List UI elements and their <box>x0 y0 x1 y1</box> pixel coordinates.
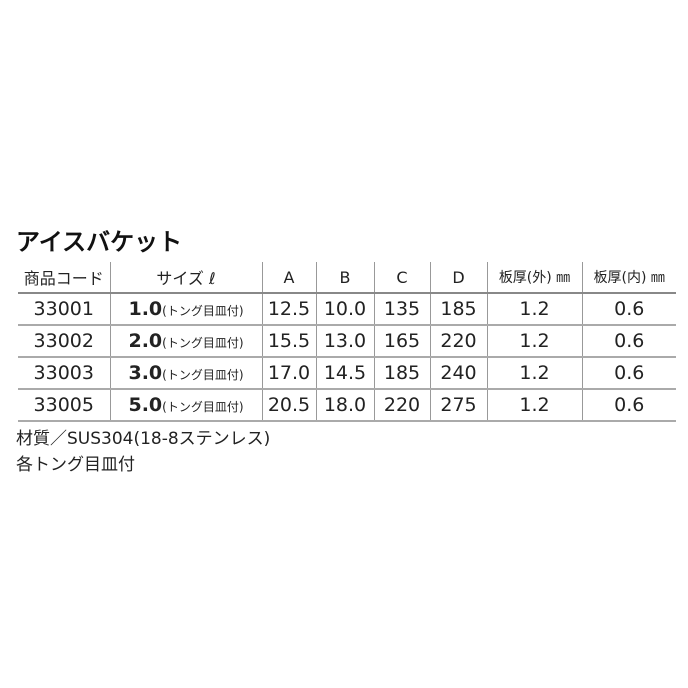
size-value: 3.0 <box>128 362 163 384</box>
cell-a: 15.5 <box>261 325 316 358</box>
size-note: (トング目皿付) <box>162 368 244 382</box>
cell-size: 5.0(トング目皿付) <box>109 389 262 422</box>
cell-d: 275 <box>429 389 487 422</box>
table-row: 33001 1.0(トング目皿付) 12.5 10.0 135 185 1.2 0.6 <box>18 293 676 326</box>
cell-code: 33005 <box>18 389 110 422</box>
cell-b: 18.0 <box>315 389 374 422</box>
table-row: 33002 2.0(トング目皿付) 15.5 13.0 165 220 1.2 0.6 <box>18 325 676 358</box>
accessory-note: 各トング目皿付 <box>16 455 135 475</box>
cell-inner-thickness: 0.6 <box>581 389 676 422</box>
cell-size: 2.0(トング目皿付) <box>109 325 262 358</box>
cell-code: 33003 <box>18 357 110 390</box>
size-value: 2.0 <box>128 330 163 352</box>
cell-d: 185 <box>429 293 487 326</box>
cell-outer-thickness: 1.2 <box>486 325 582 358</box>
size-note: (トング目皿付) <box>162 304 244 318</box>
cell-size: 3.0(トング目皿付) <box>109 357 262 390</box>
size-note: (トング目皿付) <box>162 400 244 414</box>
cell-outer-thickness: 1.2 <box>486 357 582 390</box>
cell-b: 10.0 <box>315 293 374 326</box>
cell-outer-thickness: 1.2 <box>486 293 582 326</box>
header-a: A <box>261 262 316 294</box>
header-outer-thickness: 板厚(外) ㎜ <box>486 262 582 294</box>
cell-b: 14.5 <box>315 357 374 390</box>
table-header-row: 商品コード サイズ ℓ A B C D 板厚(外) ㎜ 板厚(内) ㎜ <box>18 262 676 294</box>
cell-a: 12.5 <box>261 293 316 326</box>
cell-size: 1.0(トング目皿付) <box>109 293 262 326</box>
cell-inner-thickness: 0.6 <box>581 293 676 326</box>
cell-code: 33002 <box>18 325 110 358</box>
size-value: 1.0 <box>128 298 163 320</box>
header-size: サイズ ℓ <box>109 262 262 294</box>
cell-a: 17.0 <box>261 357 316 390</box>
cell-c: 185 <box>373 357 430 390</box>
table-row: 33003 3.0(トング目皿付) 17.0 14.5 185 240 1.2 0.6 <box>18 357 676 390</box>
material-note: 材質／SUS304(18-8ステンレス) <box>16 429 271 449</box>
cell-c: 135 <box>373 293 430 326</box>
spec-table: 商品コード サイズ ℓ A B C D 板厚(外) ㎜ 板厚(内) ㎜ 3300… <box>18 262 676 422</box>
cell-d: 240 <box>429 357 487 390</box>
cell-c: 220 <box>373 389 430 422</box>
cell-c: 165 <box>373 325 430 358</box>
header-code: 商品コード <box>18 262 110 294</box>
cell-code: 33001 <box>18 293 110 326</box>
cell-outer-thickness: 1.2 <box>486 389 582 422</box>
size-note: (トング目皿付) <box>162 336 244 350</box>
cell-d: 220 <box>429 325 487 358</box>
page-title: アイスバケット <box>16 228 183 256</box>
cell-inner-thickness: 0.6 <box>581 325 676 358</box>
table-row: 33005 5.0(トング目皿付) 20.5 18.0 220 275 1.2 0.6 <box>18 389 676 422</box>
cell-b: 13.0 <box>315 325 374 358</box>
header-b: B <box>315 262 374 294</box>
size-value: 5.0 <box>128 394 163 416</box>
notes: 材質／SUS304(18-8ステンレス) 各トング目皿付 <box>16 426 270 478</box>
header-inner-thickness: 板厚(内) ㎜ <box>581 262 676 294</box>
header-c: C <box>373 262 430 294</box>
cell-a: 20.5 <box>261 389 316 422</box>
cell-inner-thickness: 0.6 <box>581 357 676 390</box>
header-d: D <box>429 262 487 294</box>
